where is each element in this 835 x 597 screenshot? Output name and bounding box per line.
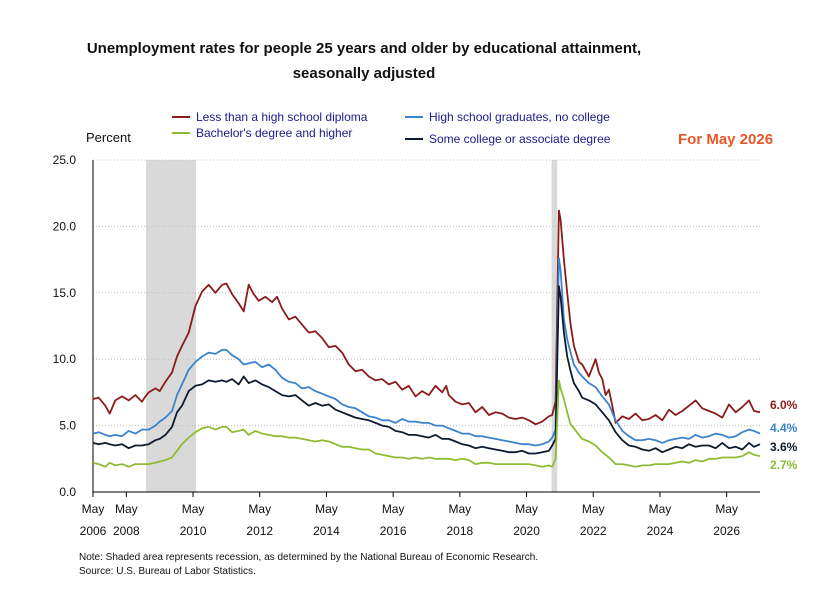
x-tick-label-year: 2024 bbox=[647, 524, 674, 538]
chart-title-line1: Unemployment rates for people 25 years a… bbox=[86, 40, 642, 57]
series-line-1 bbox=[92, 257, 761, 447]
legend-label: Bachelor's degree and higher bbox=[196, 126, 352, 140]
x-tick-label-year: 2022 bbox=[580, 524, 607, 538]
series-line-3 bbox=[92, 379, 761, 468]
recession-note: Note: Shaded area represents recession, … bbox=[79, 552, 539, 563]
y-tick-label: 20.0 bbox=[53, 219, 77, 233]
x-tick-label-month: May bbox=[449, 502, 472, 516]
series-line-2 bbox=[92, 285, 761, 455]
x-tick-label-year: 2018 bbox=[446, 524, 473, 538]
series-line-0 bbox=[92, 209, 761, 426]
x-tick-label-month: May bbox=[649, 502, 672, 516]
x-tick-label-year: 2012 bbox=[246, 524, 273, 538]
series-end-label: 4.4% bbox=[770, 421, 798, 435]
series-end-label: 2.7% bbox=[770, 458, 798, 472]
x-tick-label-month: May bbox=[582, 502, 605, 516]
legend-label: Some college or associate degree bbox=[429, 132, 611, 146]
y-tick-label: 10.0 bbox=[53, 352, 77, 366]
x-tick-label-month: May bbox=[715, 502, 738, 516]
x-tick-label-year: 2008 bbox=[113, 524, 140, 538]
y-axis-label: Percent bbox=[86, 130, 131, 145]
y-tick-label: 15.0 bbox=[53, 286, 77, 300]
recession-band-1 bbox=[551, 160, 558, 492]
x-tick-label-year: 2016 bbox=[380, 524, 407, 538]
source-note: Source: U.S. Bureau of Labor Statistics. bbox=[79, 566, 256, 577]
x-tick-label-year: 2010 bbox=[180, 524, 207, 538]
x-tick-label-year: 2026 bbox=[713, 524, 740, 538]
x-tick-label-month: May bbox=[382, 502, 405, 516]
series-end-label: 3.6% bbox=[770, 440, 798, 454]
x-tick-label-month: May bbox=[515, 502, 538, 516]
x-tick-label-month: May bbox=[182, 502, 205, 516]
y-tick-label: 5.0 bbox=[59, 419, 76, 433]
y-tick-label: 0.0 bbox=[59, 485, 76, 499]
x-tick-label-month: May bbox=[115, 502, 138, 516]
x-tick-label-month: May bbox=[248, 502, 271, 516]
legend-label: Less than a high school diploma bbox=[196, 110, 368, 124]
chart-title-line2: seasonally adjusted bbox=[292, 65, 436, 82]
recession-band-0 bbox=[146, 160, 197, 492]
period-badge: For May 2026 bbox=[678, 131, 773, 148]
x-tick-label-year: 2006 bbox=[80, 524, 107, 538]
series-end-label: 6.0% bbox=[770, 398, 798, 412]
chart-notes: Note: Shaded area represents recession, … bbox=[79, 551, 538, 579]
x-tick-label-year: 2014 bbox=[313, 524, 340, 538]
y-tick-label: 25.0 bbox=[53, 153, 77, 167]
x-tick-label-month: May bbox=[82, 502, 105, 516]
legend-label: High school graduates, no college bbox=[429, 110, 610, 124]
x-tick-label-year: 2020 bbox=[513, 524, 540, 538]
chart-title: Unemployment rates for people 25 years a… bbox=[0, 36, 728, 86]
x-tick-label-month: May bbox=[315, 502, 338, 516]
